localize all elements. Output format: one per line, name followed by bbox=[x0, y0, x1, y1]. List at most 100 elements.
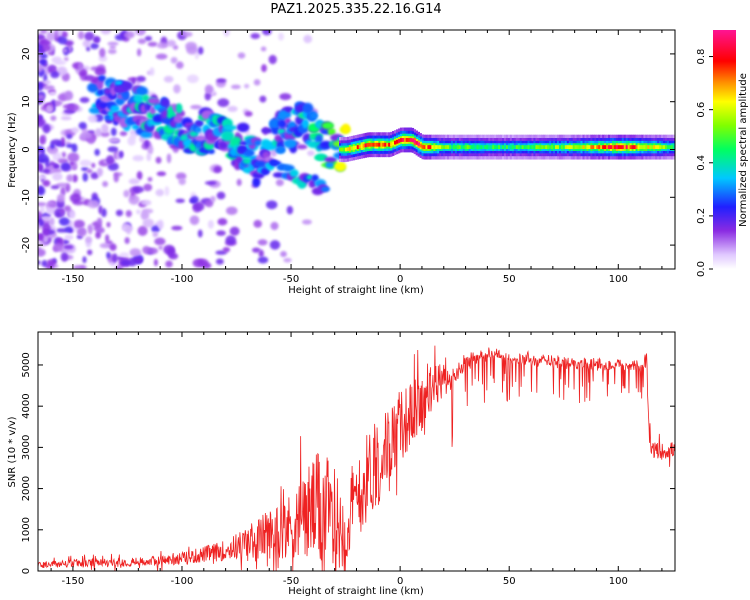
snr-x-tick-label: -100 bbox=[171, 576, 194, 587]
spectrogram-cell bbox=[242, 158, 252, 164]
spectrogram-band-cell bbox=[480, 145, 483, 150]
spectrogram-cell bbox=[115, 97, 125, 106]
spectrogram-cell bbox=[121, 81, 133, 91]
colorbar-tick-label: 0.8 bbox=[696, 49, 707, 65]
spectrogram-noise-cell bbox=[94, 148, 100, 156]
spectrogram-noise-cell bbox=[38, 175, 47, 180]
snr-x-tick-label: -150 bbox=[62, 576, 85, 587]
spectrogram-cell bbox=[98, 75, 106, 82]
spectrogram-y-tick-label: 10 bbox=[21, 95, 32, 108]
spectrogram-noise-cell bbox=[109, 44, 116, 50]
spectrogram-band-cell bbox=[576, 145, 580, 150]
spectrogram-noise-cell bbox=[61, 151, 67, 158]
spectrogram-band-cell bbox=[460, 145, 464, 150]
spectrogram-noise-cell bbox=[143, 183, 153, 192]
spectrogram-cell bbox=[301, 118, 310, 129]
spectrogram-noise-cell bbox=[137, 225, 148, 236]
spectrogram-noise-cell bbox=[66, 133, 73, 140]
spectrogram-noise-cell bbox=[157, 219, 164, 230]
spectrogram-noise-cell bbox=[73, 219, 85, 229]
spectrogram-noise-cell bbox=[172, 45, 179, 50]
spectrogram-noise-cell bbox=[133, 257, 143, 264]
spectrogram-noise-cell bbox=[152, 231, 159, 238]
spectrogram-band-cell bbox=[445, 145, 448, 150]
spectrogram-noise-cell bbox=[129, 248, 142, 257]
spectrogram-noise-cell bbox=[46, 205, 56, 215]
spectrogram-noise-cell bbox=[86, 249, 93, 256]
spectrogram-cell bbox=[314, 155, 328, 161]
spectrogram-noise-cell bbox=[38, 233, 44, 240]
spectrogram-cell bbox=[194, 135, 209, 142]
spectrogram-noise-cell bbox=[225, 206, 238, 215]
spectrogram-band-cell bbox=[364, 143, 367, 148]
spectrogram-cell bbox=[321, 121, 335, 130]
spectrogram-band-cell bbox=[570, 145, 574, 150]
spectrogram-noise-cell bbox=[156, 42, 169, 49]
spectrogram-noise-cell bbox=[77, 62, 84, 71]
spectrogram-noise-cell bbox=[119, 150, 124, 159]
snr-x-tick-label: 100 bbox=[609, 576, 628, 587]
spectrogram-noise-cell bbox=[47, 203, 57, 208]
spectrogram-noise-cell bbox=[119, 252, 130, 258]
spectrogram-noise-cell bbox=[60, 208, 65, 214]
spectrogram-x-tick-label: 100 bbox=[609, 274, 628, 285]
spectrogram-band-cell bbox=[466, 145, 470, 150]
spectrogram-noise-cell bbox=[245, 130, 250, 137]
spectrogram-noise-cell bbox=[225, 235, 237, 246]
spectrogram-band-cell bbox=[558, 145, 562, 150]
figure-title: PAZ1.2025.335.22.16.G14 bbox=[270, 2, 441, 17]
spectrogram-band-cell bbox=[458, 145, 462, 150]
spectrogram-noise-cell bbox=[137, 38, 147, 45]
spectrogram-band-cell bbox=[431, 145, 434, 150]
spectrogram-noise-cell bbox=[136, 171, 143, 180]
spectrogram-band-cell bbox=[472, 145, 475, 150]
spectrogram-cell bbox=[261, 127, 273, 134]
spectrogram-band-cell bbox=[543, 145, 546, 150]
spectrogram-x-tick-label: -100 bbox=[171, 274, 194, 285]
spectrogram-band-cell bbox=[619, 145, 623, 150]
spectrogram-band-cell bbox=[582, 145, 585, 150]
spectrogram-cell bbox=[133, 94, 145, 103]
spectrogram-noise-cell bbox=[129, 133, 137, 140]
spectrogram-band-cell bbox=[521, 145, 525, 150]
snr-y-tick-label: 5000 bbox=[21, 352, 32, 377]
spectrogram-cell bbox=[289, 169, 299, 178]
spectrogram-noise-cell bbox=[62, 239, 70, 245]
spectrogram-noise-cell bbox=[64, 226, 73, 233]
spectrogram-noise-cell bbox=[86, 168, 93, 174]
spectrogram-noise-cell bbox=[216, 191, 226, 200]
spectrogram-noise-cell bbox=[47, 145, 58, 155]
spectrogram-noise-cell bbox=[217, 218, 228, 226]
spectrogram-noise-cell bbox=[262, 30, 272, 36]
spectrogram-noise-cell bbox=[115, 265, 123, 269]
spectrogram-noise-cell bbox=[54, 60, 67, 66]
spectrogram-band-cell bbox=[423, 145, 426, 150]
spectrogram-noise-cell bbox=[278, 32, 284, 41]
spectrogram-cell bbox=[324, 156, 337, 163]
spectrogram-noise-cell bbox=[84, 31, 95, 41]
spectrogram-cells bbox=[38, 30, 675, 269]
spectrogram-cell bbox=[334, 161, 347, 172]
snr-y-tick-label: 0 bbox=[21, 568, 32, 574]
spectrogram-noise-cell bbox=[95, 231, 101, 239]
spectrogram-band-cell bbox=[643, 145, 646, 150]
spectrogram-noise-cell bbox=[90, 172, 99, 180]
spectrogram-noise-cell bbox=[178, 178, 186, 186]
spectrogram-cell bbox=[277, 128, 286, 135]
spectrogram-noise-cell bbox=[144, 139, 150, 148]
spectrogram-noise-cell bbox=[110, 127, 117, 137]
spectrogram-band-cell bbox=[609, 145, 613, 150]
spectrogram-noise-cell bbox=[56, 66, 68, 76]
spectrogram-noise-cell bbox=[52, 172, 63, 181]
spectrogram-noise-cell bbox=[57, 36, 68, 45]
spectrogram-band-cell bbox=[556, 145, 560, 150]
spectrogram-cell bbox=[236, 145, 247, 154]
spectrogram-noise-cell bbox=[42, 44, 51, 52]
spectrogram-cell bbox=[97, 88, 105, 96]
spectrogram-noise-cell bbox=[64, 234, 74, 240]
spectrogram-band-cell bbox=[366, 142, 369, 147]
spectrogram-noise-cell bbox=[43, 85, 55, 91]
spectrogram-noise-cell bbox=[198, 131, 204, 138]
spectrogram-band-cell bbox=[496, 145, 499, 150]
spectrogram-noise-cell bbox=[99, 47, 106, 58]
